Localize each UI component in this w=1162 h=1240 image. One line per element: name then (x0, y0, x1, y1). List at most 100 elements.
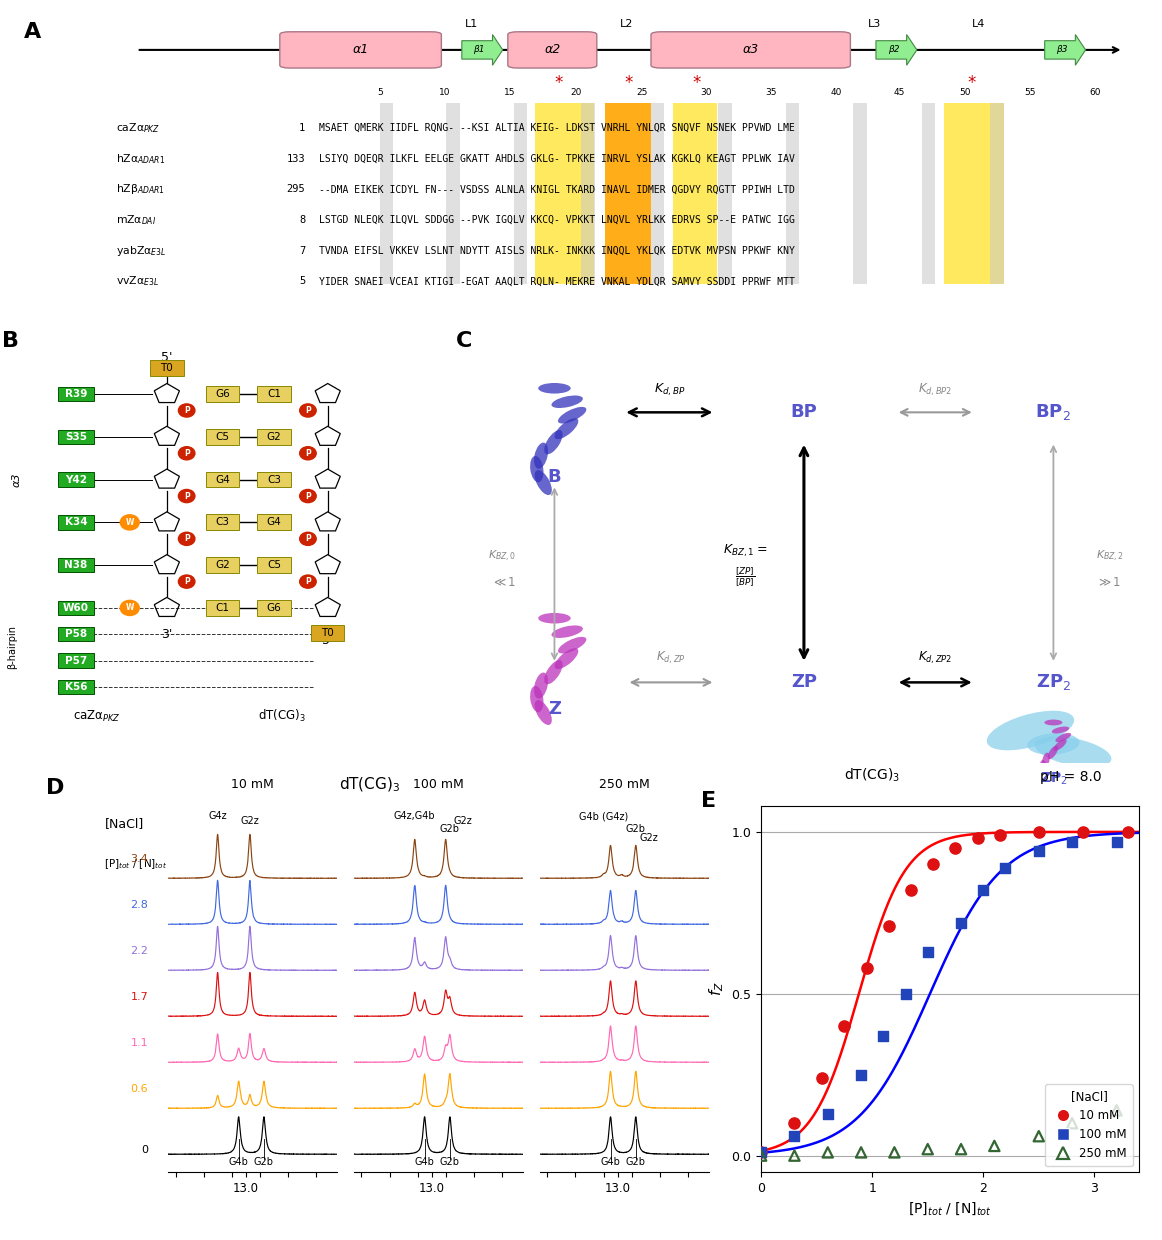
Polygon shape (315, 554, 340, 574)
Text: hZα$_{ADAR1}$: hZα$_{ADAR1}$ (116, 151, 165, 166)
FancyBboxPatch shape (206, 429, 239, 445)
Text: 35: 35 (765, 88, 776, 97)
Circle shape (179, 532, 195, 546)
Ellipse shape (538, 383, 571, 393)
Circle shape (120, 515, 139, 529)
Text: $K_{BZ,1} =$: $K_{BZ,1} =$ (723, 543, 767, 559)
Y-axis label: $f_Z$: $f_Z$ (708, 982, 726, 996)
Text: $K_{d,ZP}$: $K_{d,ZP}$ (655, 650, 686, 666)
Point (858, 959, 876, 978)
Point (985, 1136, 1004, 1156)
Point (835, 1017, 854, 1037)
Text: W: W (125, 604, 134, 613)
Ellipse shape (1035, 737, 1111, 768)
Text: G4: G4 (215, 475, 230, 485)
Polygon shape (1045, 35, 1085, 66)
Point (946, 838, 964, 858)
FancyBboxPatch shape (58, 515, 94, 529)
Point (952, 1140, 970, 1159)
Circle shape (120, 600, 139, 615)
Point (902, 880, 920, 900)
Text: 5: 5 (378, 88, 383, 97)
X-axis label: [P]$_{tot}$ / [N]$_{tot}$: [P]$_{tot}$ / [N]$_{tot}$ (908, 1200, 992, 1216)
Point (1118, 822, 1136, 842)
Text: $\gg 1$: $\gg 1$ (1096, 577, 1121, 589)
Text: 3': 3' (162, 627, 172, 641)
Point (874, 1025, 892, 1045)
FancyBboxPatch shape (508, 32, 597, 68)
Text: C1: C1 (267, 389, 281, 399)
Point (852, 1065, 870, 1085)
Ellipse shape (552, 625, 583, 637)
Circle shape (300, 532, 316, 546)
Text: β2: β2 (888, 46, 899, 55)
Text: 15: 15 (504, 88, 516, 97)
Ellipse shape (554, 418, 579, 439)
Circle shape (300, 446, 316, 460)
Ellipse shape (530, 456, 544, 482)
Text: G6: G6 (267, 603, 281, 613)
Text: L1: L1 (465, 19, 478, 29)
Ellipse shape (535, 470, 552, 495)
Polygon shape (461, 35, 503, 66)
FancyBboxPatch shape (206, 600, 239, 616)
Text: P: P (184, 491, 189, 501)
Text: [NaCl]: [NaCl] (105, 817, 144, 830)
Text: T0: T0 (160, 363, 173, 373)
Text: 0.6: 0.6 (130, 1084, 149, 1094)
Point (818, 1104, 837, 1123)
Text: P: P (184, 577, 189, 587)
Text: 3.4: 3.4 (130, 853, 149, 863)
Text: G4z,G4b: G4z,G4b (394, 811, 436, 821)
Polygon shape (315, 427, 340, 445)
Text: 5': 5' (162, 351, 173, 365)
Polygon shape (315, 598, 340, 616)
Point (924, 854, 942, 874)
FancyBboxPatch shape (258, 515, 290, 531)
Text: $K_{d,ZP2}$: $K_{d,ZP2}$ (918, 650, 953, 666)
Text: 45: 45 (894, 88, 905, 97)
Text: *: * (624, 73, 632, 92)
Point (1030, 1126, 1048, 1146)
Text: *: * (554, 73, 564, 92)
Ellipse shape (535, 701, 552, 725)
FancyBboxPatch shape (280, 32, 442, 68)
FancyBboxPatch shape (651, 32, 851, 68)
Circle shape (179, 446, 195, 460)
FancyBboxPatch shape (258, 557, 290, 573)
Text: C: C (456, 331, 472, 351)
Point (1030, 822, 1048, 842)
Text: G2z: G2z (453, 816, 472, 826)
Text: β-hairpin: β-hairpin (7, 625, 17, 670)
Bar (605, 103, 651, 284)
Text: P: P (306, 534, 310, 543)
Bar (990, 103, 1004, 284)
Polygon shape (315, 383, 340, 403)
Bar (674, 103, 717, 284)
Text: $K_{d,BP}$: $K_{d,BP}$ (653, 381, 686, 398)
FancyBboxPatch shape (311, 625, 344, 641)
Text: $\frac{[ZP]}{[BP]}$: $\frac{[ZP]}{[BP]}$ (734, 565, 755, 589)
Text: 5: 5 (299, 277, 306, 286)
Point (991, 825, 1010, 844)
Point (752, 1142, 770, 1162)
Text: P: P (184, 534, 189, 543)
FancyBboxPatch shape (206, 471, 239, 487)
Polygon shape (155, 469, 179, 489)
Polygon shape (315, 512, 340, 531)
Circle shape (300, 404, 316, 417)
Text: $K_{BZ,0}$: $K_{BZ,0}$ (488, 549, 516, 564)
Text: mZα$_{DAI}$: mZα$_{DAI}$ (116, 213, 157, 227)
Text: P: P (184, 405, 189, 415)
Text: TVNDA EIFSL VKKEV LSLNT NDYTT AISLS NRLK- INKKK INQQL YKLQK EDTVK MVPSN PPKWF KN: TVNDA EIFSL VKKEV LSLNT NDYTT AISLS NRLK… (318, 246, 795, 255)
Text: $\ll 1$: $\ll 1$ (492, 577, 516, 589)
Ellipse shape (535, 443, 548, 469)
Text: β1: β1 (473, 46, 485, 55)
Point (952, 913, 970, 932)
Text: vvZα$_{E3L}$: vvZα$_{E3L}$ (116, 274, 159, 289)
Point (752, 1146, 770, 1166)
Polygon shape (155, 427, 179, 445)
Text: L2: L2 (619, 19, 633, 29)
Polygon shape (155, 598, 179, 616)
Text: G4b (G4z): G4b (G4z) (579, 811, 629, 821)
